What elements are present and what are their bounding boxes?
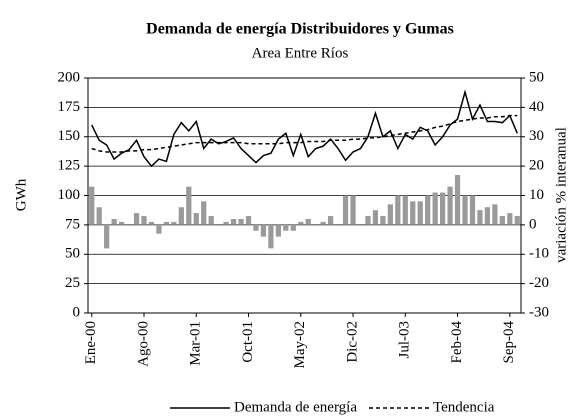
x-tick-label: Dic-02 bbox=[344, 321, 360, 363]
bar bbox=[111, 219, 117, 225]
bar bbox=[193, 213, 199, 225]
bar bbox=[305, 219, 311, 225]
bar bbox=[96, 207, 102, 225]
bar bbox=[283, 224, 289, 231]
bar bbox=[447, 186, 453, 225]
y-tick-label: 150 bbox=[58, 128, 81, 144]
x-tick-label: May-02 bbox=[292, 321, 308, 369]
y-axis-label: GWh bbox=[13, 178, 29, 211]
y-tick-label: 125 bbox=[58, 158, 81, 174]
bar bbox=[328, 216, 334, 225]
bar bbox=[320, 221, 326, 225]
y2-tick-label: 0 bbox=[529, 216, 537, 232]
bar bbox=[89, 186, 95, 225]
bar bbox=[507, 213, 513, 225]
bar bbox=[260, 224, 267, 237]
bar bbox=[171, 221, 177, 225]
x-tick-label: Sep-04 bbox=[501, 321, 517, 364]
line bbox=[91, 114, 518, 153]
bar bbox=[178, 207, 184, 225]
bar bbox=[425, 195, 431, 225]
y2-tick-label: -20 bbox=[529, 275, 549, 291]
x-tick-label: Feb-04 bbox=[449, 321, 465, 364]
y-tick-label: 50 bbox=[65, 246, 80, 262]
bar bbox=[208, 216, 214, 225]
bar bbox=[223, 221, 229, 225]
bar bbox=[365, 216, 371, 225]
y2-axis-label: variación % interanual bbox=[553, 127, 569, 263]
bar bbox=[104, 224, 110, 249]
bar bbox=[141, 216, 147, 225]
legend-label: Demanda de energía bbox=[234, 399, 357, 415]
bar bbox=[245, 216, 252, 225]
y2-tick-label: 50 bbox=[529, 69, 544, 85]
bar bbox=[298, 221, 304, 225]
bar bbox=[156, 224, 162, 234]
bar bbox=[477, 210, 483, 225]
bar bbox=[380, 216, 386, 225]
y-tick-label: 175 bbox=[58, 99, 81, 115]
chart-title: Demanda de energía Distribuidores y Guma… bbox=[146, 21, 454, 38]
bar bbox=[454, 174, 461, 225]
bar bbox=[163, 221, 170, 225]
y-tick-label: 100 bbox=[58, 187, 81, 203]
bar bbox=[275, 224, 281, 237]
x-tick-label: Jul-03 bbox=[397, 321, 413, 359]
y-tick-label: 25 bbox=[65, 275, 80, 291]
bar bbox=[387, 204, 393, 225]
x-tick-label: Oct-01 bbox=[240, 321, 256, 363]
bar bbox=[133, 213, 140, 225]
bar bbox=[417, 201, 423, 225]
y2-tick-label: -30 bbox=[529, 304, 549, 320]
x-tick-label: Ene-00 bbox=[83, 321, 99, 364]
y2-tick-label: 30 bbox=[529, 128, 544, 144]
bar bbox=[372, 210, 379, 225]
bar bbox=[118, 221, 125, 225]
bar bbox=[492, 204, 498, 225]
bar bbox=[469, 195, 476, 225]
bar bbox=[238, 219, 244, 225]
plot-frame bbox=[87, 77, 522, 314]
bar bbox=[230, 219, 237, 225]
bar bbox=[395, 195, 401, 225]
bar bbox=[402, 195, 408, 225]
x-tick-label: Ago-00 bbox=[135, 321, 151, 367]
bar bbox=[432, 192, 438, 225]
bar bbox=[439, 192, 446, 225]
y-tick-label: 0 bbox=[73, 304, 81, 320]
legend-label: Tendencia bbox=[433, 399, 495, 415]
bar bbox=[410, 201, 416, 225]
bar bbox=[268, 224, 274, 249]
bar bbox=[290, 224, 296, 231]
chart-subtitle: Area Entre Ríos bbox=[252, 45, 349, 61]
y2-tick-label: 10 bbox=[529, 187, 544, 203]
bar bbox=[462, 195, 468, 225]
bar bbox=[148, 221, 155, 225]
y2-tick-label: 40 bbox=[529, 99, 544, 115]
y2-tick-label: -10 bbox=[529, 246, 549, 262]
bar bbox=[484, 207, 491, 225]
bar bbox=[253, 224, 259, 231]
y-tick-label: 200 bbox=[58, 69, 81, 85]
bar bbox=[499, 216, 505, 225]
bar bbox=[514, 216, 520, 225]
bar bbox=[350, 195, 356, 225]
y-tick-label: 75 bbox=[65, 216, 80, 232]
line bbox=[91, 89, 518, 168]
x-tick-label: Mar-01 bbox=[188, 321, 204, 366]
bar bbox=[201, 201, 207, 225]
y2-tick-label: 20 bbox=[529, 158, 544, 174]
bar bbox=[186, 186, 192, 225]
bar bbox=[342, 195, 349, 225]
